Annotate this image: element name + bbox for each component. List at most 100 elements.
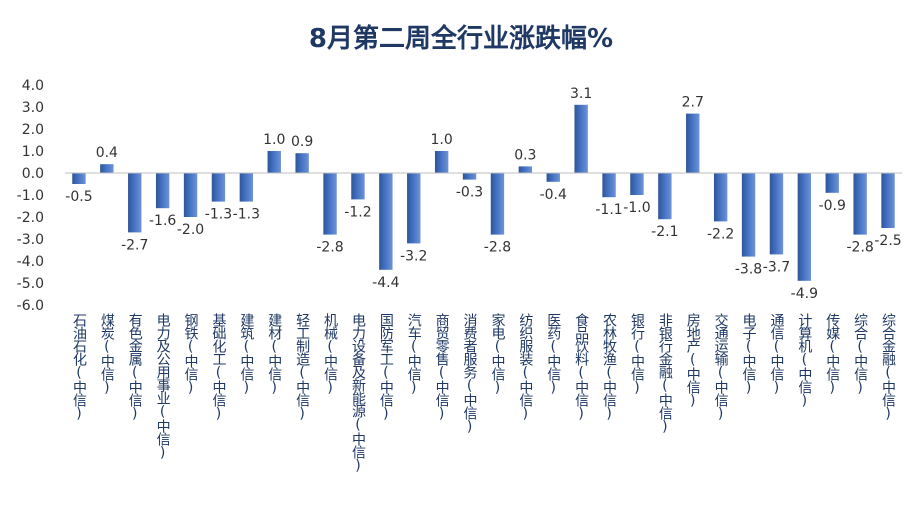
- x-tick-label: 汽车(中信): [406, 313, 422, 395]
- bar: [769, 173, 784, 255]
- x-tick-label: 交通运输(中信): [713, 312, 729, 421]
- bar: [462, 173, 477, 180]
- y-tick-label: 1.0: [22, 144, 44, 160]
- data-label: -2.8: [316, 240, 343, 256]
- data-label: -0.9: [819, 198, 846, 214]
- bar: [183, 173, 198, 217]
- x-tick-label: 轻工制造(中信): [294, 313, 310, 421]
- data-label: -2.8: [484, 240, 511, 256]
- data-label: 2.7: [682, 95, 704, 111]
- x-tick-label: 电子(中信): [741, 313, 757, 395]
- x-tick-label: 家电(中信): [489, 312, 505, 395]
- bar: [490, 173, 505, 235]
- data-label: 0.3: [514, 147, 536, 163]
- x-tick-label: 建材(中信): [266, 313, 282, 395]
- bar: [797, 173, 812, 281]
- x-tick-label: 食品饮料(中信): [573, 312, 589, 421]
- bar: [379, 173, 393, 270]
- bar: [825, 173, 839, 193]
- x-tick-label: 传媒(中信): [824, 313, 840, 395]
- y-tick-label: 4.0: [22, 78, 44, 94]
- bar: [713, 173, 728, 222]
- bar: [155, 173, 170, 209]
- data-label: -2.7: [121, 237, 148, 253]
- data-label: -4.9: [791, 286, 818, 302]
- bar: [518, 166, 533, 173]
- data-label: -2.2: [707, 226, 734, 242]
- x-tick-label: 电力及公用事业(中信): [155, 313, 171, 460]
- y-tick-label: -4.0: [17, 254, 44, 270]
- data-labels-group: -0.50.4-2.7-1.6-2.0-1.3 -1.31.0 0.9-2.8-1.…: [65, 86, 901, 302]
- bar: [128, 173, 142, 233]
- x-tick-label: 消费者服务(中信): [462, 313, 478, 434]
- bar: [72, 173, 86, 184]
- y-tick-label: 3.0: [22, 100, 44, 116]
- bar: [407, 173, 421, 244]
- bar: [295, 153, 309, 173]
- data-label: -0.5: [65, 189, 92, 205]
- x-tick-label: 电力设备及新能源(中信): [350, 313, 366, 473]
- x-tick-label: 农林牧渔(中信): [601, 313, 617, 421]
- data-label: -2.8: [846, 240, 873, 256]
- bar: [602, 173, 616, 198]
- bar: [574, 104, 588, 173]
- data-label: -2.1: [651, 224, 678, 240]
- data-label: 1.0: [263, 132, 285, 148]
- x-tick-label: 纺织服装(中信): [517, 313, 533, 421]
- bar: [658, 173, 672, 220]
- bar: [351, 173, 365, 200]
- bar: [100, 164, 114, 173]
- y-tick-label: -6.0: [17, 298, 44, 314]
- x-tick-label: 商贸零售(中信): [434, 313, 450, 421]
- data-label: -1.0: [623, 200, 650, 216]
- data-label: -1.2: [344, 204, 371, 220]
- bar: [546, 173, 560, 182]
- bar: [239, 173, 254, 202]
- bar: [267, 151, 281, 173]
- bar: [853, 173, 867, 235]
- bars-group: [72, 104, 895, 281]
- x-tick-label: 医药(中信): [545, 313, 561, 395]
- bar: [323, 173, 337, 235]
- x-tick-label: 煤炭(中信): [99, 313, 115, 395]
- bar: [741, 173, 756, 257]
- data-label: 0.4: [96, 145, 118, 161]
- x-tick-label: 通信(中信): [768, 313, 784, 395]
- data-label: -2.0: [177, 222, 204, 238]
- y-axis: 4.0 3.0 2.0 1.0 0.0 -1.0 -2.0 -3.0 -4.0 -5.0 -6.0: [17, 78, 44, 314]
- x-tick-label: 非银行金融(中信): [657, 313, 673, 434]
- bar: [686, 113, 700, 173]
- data-label: -1.6: [149, 213, 176, 229]
- y-tick-label: -3.0: [17, 232, 44, 248]
- x-tick-label: 石油石化(中信): [71, 313, 87, 421]
- data-label: 3.1: [570, 86, 592, 102]
- data-label: -3.7: [763, 259, 790, 275]
- x-tick-label: 房地产(中信): [685, 313, 701, 408]
- data-label: -3.8: [735, 262, 762, 278]
- data-label: -0.4: [540, 187, 567, 203]
- x-axis: 石油石化(中信) 煤炭(中信) 有色金属(中信) 电力及公用事业(中信) 钢铁(中信) 基…: [71, 312, 896, 473]
- data-label: 0.9: [291, 134, 313, 150]
- data-label: -2.5: [874, 233, 901, 249]
- x-tick-label: 综合金融(中信): [880, 313, 896, 421]
- data-label: -0.3: [456, 185, 483, 201]
- data-label: -4.4: [372, 275, 399, 291]
- x-tick-label: 有色金属(中信): [127, 313, 143, 421]
- y-tick-label: -5.0: [17, 276, 44, 292]
- x-tick-label: 钢铁(中信): [183, 313, 199, 395]
- x-tick-label: 机械(中信): [322, 313, 338, 395]
- bar: [434, 151, 449, 173]
- data-label: -3.2: [400, 248, 427, 264]
- y-tick-label: 0.0: [22, 166, 44, 182]
- x-tick-label: 计算机(中信): [796, 313, 812, 408]
- bar: [881, 173, 895, 228]
- bar: [211, 173, 226, 202]
- data-label: 1.0: [431, 132, 453, 148]
- x-tick-label: 国防军工(中信): [378, 313, 394, 421]
- chart-title: 8月第二周全行业涨跌幅%: [308, 24, 614, 54]
- data-label: -1.3: [233, 207, 260, 223]
- y-tick-label: -2.0: [17, 210, 44, 226]
- y-tick-label: -1.0: [17, 188, 44, 204]
- data-label: -1.1: [595, 202, 622, 218]
